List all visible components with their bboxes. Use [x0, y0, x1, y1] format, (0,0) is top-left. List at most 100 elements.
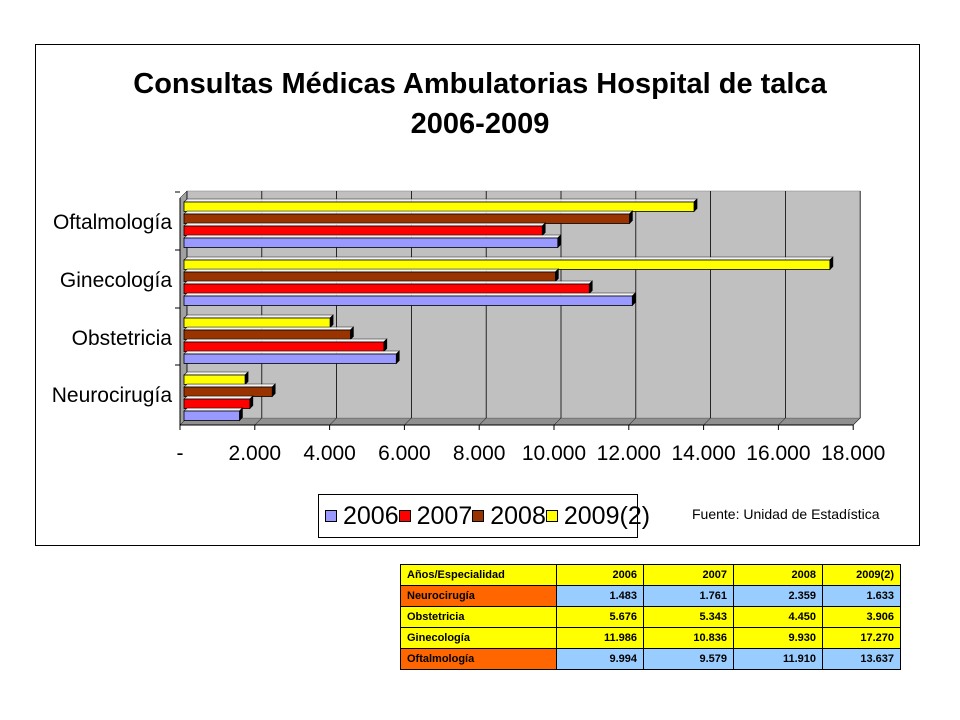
bar-top-face [183, 222, 546, 227]
bar-top-face [183, 407, 244, 412]
bar-2008-Obstetricia [183, 329, 351, 340]
chart-subtitle: 2006-2009 [410, 108, 550, 140]
table-cell: 11.986 [556, 627, 644, 649]
table-row: Obstetricia 5.676 5.343 4.450 3.906 [400, 606, 901, 628]
row-label: Oftalmología [400, 648, 557, 670]
plot-floor [179, 417, 861, 426]
category-label: Neurocirugía [52, 384, 173, 407]
legend-label: 2008 [490, 501, 546, 530]
table-cell: 9.579 [643, 648, 734, 670]
table-cell: 4.450 [733, 606, 823, 628]
bar-2006-Obstetricia [183, 353, 397, 364]
legend-item-2006: 2006 [325, 502, 399, 531]
table-cell: 1.761 [643, 585, 734, 607]
source-note: Fuente: Unidad de Estadística [692, 506, 880, 522]
bar-2006-Oftalmología [183, 237, 559, 248]
legend-item-2007: 2007 [398, 501, 473, 531]
bar-top-face [183, 326, 355, 331]
table-row: Oftalmología 9.994 9.579 11.910 13.637 [400, 648, 901, 670]
table-header-cell: 2008 [733, 564, 823, 586]
bar-2008-Oftalmología [183, 213, 630, 224]
table-cell: 11.910 [733, 648, 823, 670]
x-tick-label: 6.000 [378, 442, 431, 465]
x-tick-label: 18.000 [821, 442, 885, 465]
bar-2008-Neurocirugía [183, 386, 273, 397]
x-tick-label: 2.000 [229, 442, 282, 465]
bar-top-face [183, 256, 834, 261]
row-label: Ginecología [400, 627, 557, 649]
legend-label: 2007 [416, 501, 473, 530]
table-cell: 1.483 [556, 585, 644, 607]
data-table: Años/Especialidad 2006 2007 2008 2009(2)… [400, 564, 901, 670]
x-tick-label: - [177, 442, 184, 465]
bar-top-face [183, 292, 637, 297]
legend: 2006 2007 2008 2009(2) [318, 494, 650, 538]
table-cell: 5.676 [556, 606, 644, 628]
legend-swatch [472, 510, 485, 522]
category-label: Oftalmología [53, 211, 172, 234]
bar-top-face [183, 395, 254, 400]
bar-2006-Ginecología [183, 295, 633, 306]
gridline-floor [479, 417, 487, 426]
table-cell: 10.836 [643, 627, 734, 649]
bar-2009(2)-Ginecología [183, 259, 831, 270]
x-tick-label: 12.000 [597, 442, 661, 465]
table-cell: 5.343 [643, 606, 734, 628]
gridline-floor [628, 417, 636, 426]
x-tick-label: 10.000 [522, 442, 586, 465]
bar-top-face [183, 371, 249, 376]
table-header-cell: 2009(2) [822, 564, 901, 586]
bar-2007-Neurocirugía [183, 398, 251, 409]
legend-item-2009: 2009(2) [545, 501, 651, 531]
x-tick-label: 16.000 [746, 442, 810, 465]
bar-2009(2)-Neurocirugía [183, 374, 246, 385]
gridline-floor [778, 417, 786, 426]
bar-top-face [183, 338, 388, 343]
x-tick-label: 14.000 [671, 442, 735, 465]
chart-title: Consultas Médicas Ambulatorias Hospital … [133, 68, 827, 100]
category-label: Obstetricia [72, 327, 173, 350]
row-label: Obstetricia [400, 606, 557, 628]
table-header-row: Años/Especialidad 2006 2007 2008 2009(2) [400, 564, 901, 586]
gridline-floor [853, 417, 861, 426]
bar-top-face [183, 280, 593, 285]
bar-2009(2)-Oftalmología [183, 201, 695, 212]
table-row: Ginecología 11.986 10.836 9.930 17.270 [400, 627, 901, 649]
legend-item-2008: 2008 [472, 502, 546, 531]
bar-top-face [183, 198, 698, 203]
bar-2007-Oftalmología [183, 225, 543, 236]
legend-label: 2006 [343, 501, 399, 530]
table-cell: 9.930 [733, 627, 823, 649]
bar-2009(2)-Obstetricia [183, 317, 331, 328]
table-cell: 2.359 [733, 585, 823, 607]
table-cell: 17.270 [822, 627, 901, 649]
gridline-floor [329, 417, 337, 426]
table-header-cell: Años/Especialidad [400, 564, 557, 586]
table-header-cell: 2006 [556, 564, 644, 586]
bar-2007-Obstetricia [183, 341, 385, 352]
gridline-floor [254, 417, 262, 426]
bar-top-face [183, 350, 401, 355]
gridline-floor [703, 417, 711, 426]
table-cell: 1.633 [822, 585, 901, 607]
bar-2006-Neurocirugía [183, 410, 240, 421]
bar-2008-Ginecología [183, 271, 556, 282]
table-cell: 13.637 [822, 648, 901, 670]
row-label: Neurocirugía [400, 585, 557, 607]
legend-swatch [398, 510, 411, 522]
legend-label: 2009(2) [563, 501, 651, 530]
x-tick-label: 4.000 [303, 442, 356, 465]
table-cell: 3.906 [822, 606, 901, 628]
legend-swatch [325, 510, 337, 522]
table-row: Neurocirugía 1.483 1.761 2.359 1.633 [400, 585, 901, 607]
category-label: Ginecología [60, 269, 172, 292]
legend-swatch [545, 510, 558, 522]
gridline-floor [404, 417, 412, 426]
bar-2007-Ginecología [183, 283, 590, 294]
bar-top-face [183, 383, 276, 388]
bar-top-face [183, 314, 334, 319]
bar-top-face [183, 268, 560, 273]
table-header-cell: 2007 [643, 564, 734, 586]
x-tick-label: 8.000 [453, 442, 506, 465]
